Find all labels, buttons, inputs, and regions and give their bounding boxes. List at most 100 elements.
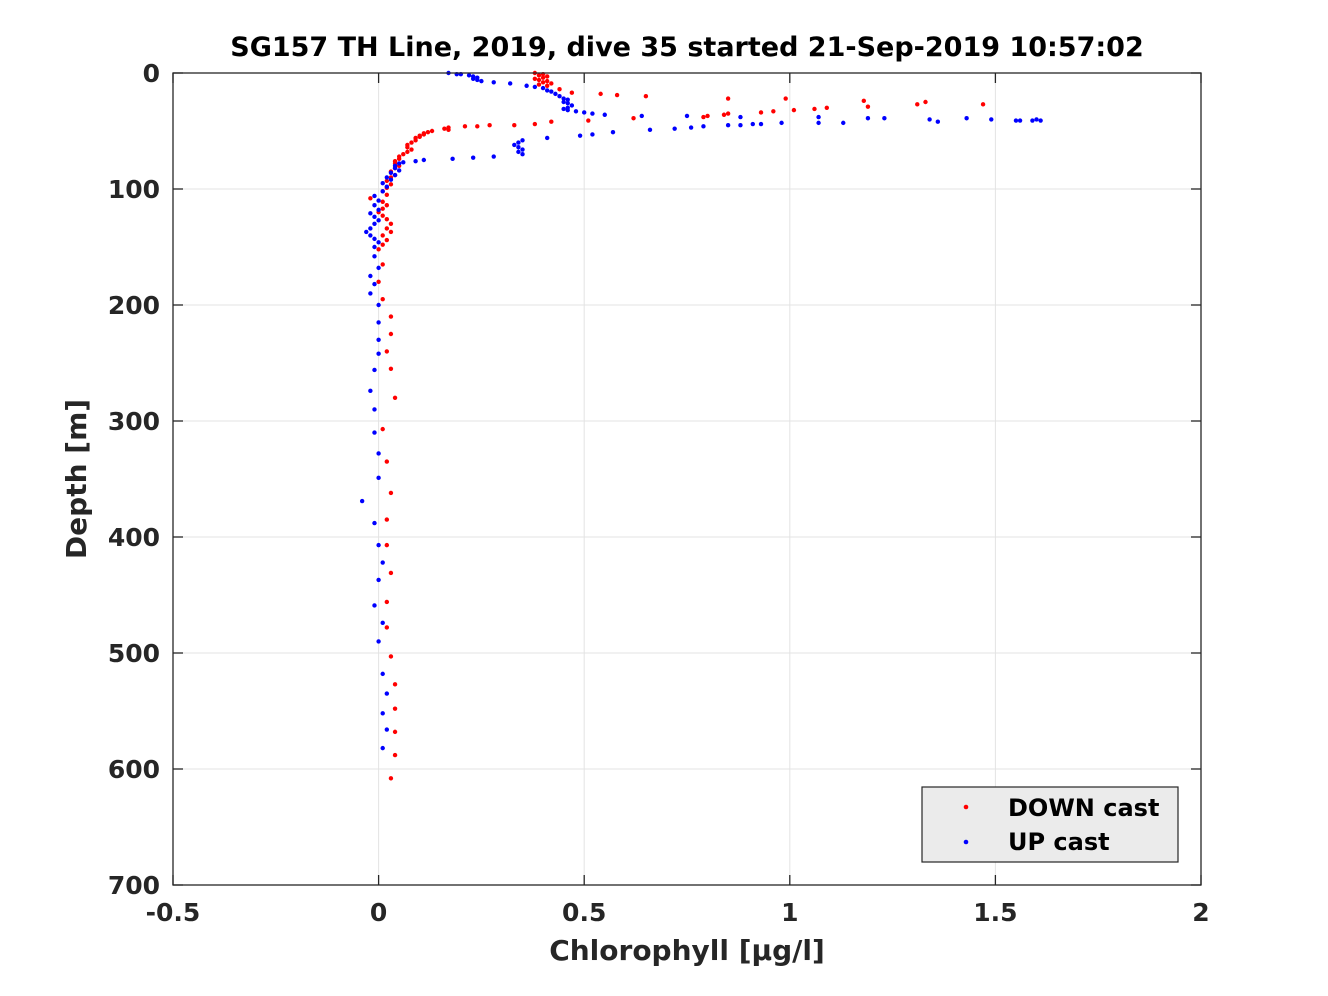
down-cast-point — [631, 116, 636, 121]
plot-area — [173, 73, 1201, 885]
down-cast-point — [388, 570, 394, 576]
up-cast-point — [725, 123, 731, 128]
up-cast-point — [964, 116, 969, 121]
up-cast-point — [372, 407, 377, 412]
down-cast-point — [380, 426, 385, 432]
down-cast-point — [380, 242, 385, 247]
down-cast-point — [725, 111, 731, 116]
down-cast-point — [384, 517, 390, 522]
up-cast-point — [647, 127, 653, 133]
up-cast-point — [516, 140, 521, 145]
up-cast-point — [368, 226, 373, 231]
down-cast-point — [512, 123, 517, 128]
down-cast-point — [417, 134, 422, 139]
x-tick-label: 2 — [1192, 898, 1209, 927]
down-cast-point — [384, 237, 390, 243]
up-cast-point — [491, 154, 496, 159]
down-cast-point — [388, 654, 394, 659]
up-cast-point — [372, 281, 377, 287]
down-cast-point — [388, 182, 394, 187]
up-cast-point — [372, 430, 377, 435]
up-cast-point — [396, 168, 402, 173]
legend-label-down-cast: DOWN cast — [1008, 794, 1159, 822]
down-cast-point — [384, 542, 390, 548]
up-cast-point — [841, 120, 846, 126]
up-cast-point — [450, 156, 455, 162]
down-cast-point — [392, 706, 398, 711]
down-cast-point — [380, 206, 385, 211]
up-cast-point — [512, 142, 517, 148]
up-cast-point — [376, 475, 381, 481]
up-cast-point — [491, 80, 496, 85]
down-cast-point — [368, 196, 373, 201]
down-cast-point — [388, 776, 394, 781]
up-cast-point — [368, 273, 373, 279]
up-cast-point — [684, 113, 690, 119]
down-cast-point — [396, 156, 402, 162]
up-cast-point — [816, 120, 821, 126]
up-cast-point — [520, 152, 525, 157]
up-cast-point — [935, 119, 941, 124]
down-cast-point — [705, 113, 710, 119]
y-tick-label: 700 — [108, 871, 160, 900]
up-cast-point — [470, 76, 476, 82]
down-cast-point — [392, 752, 398, 758]
down-cast-point — [388, 331, 394, 337]
up-cast-point — [421, 157, 427, 163]
down-cast-point — [532, 76, 538, 82]
down-cast-point — [405, 145, 410, 150]
up-cast-point — [376, 320, 381, 325]
x-tick-label: 1.5 — [973, 898, 1017, 927]
up-cast-point — [392, 172, 398, 178]
up-cast-point — [590, 132, 595, 137]
down-cast-point — [701, 114, 706, 120]
up-cast-point — [1017, 118, 1023, 123]
down-cast-point — [791, 107, 797, 113]
down-cast-point — [384, 203, 390, 208]
up-cast-point — [372, 254, 377, 259]
y-tick-label: 200 — [108, 291, 160, 320]
down-cast-point — [540, 80, 546, 85]
up-cast-point — [553, 91, 558, 97]
up-cast-point — [516, 149, 521, 155]
up-cast-point — [750, 121, 755, 127]
down-cast-point — [409, 147, 414, 152]
down-cast-point — [540, 75, 546, 80]
down-cast-point — [487, 123, 492, 128]
y-tick-label: 100 — [108, 175, 160, 204]
up-cast-point — [376, 265, 381, 271]
up-cast-point — [544, 135, 550, 141]
down-cast-point — [413, 138, 418, 143]
y-tick-label: 500 — [108, 639, 160, 668]
up-cast-point — [701, 124, 706, 129]
up-cast-point — [372, 244, 377, 250]
down-cast-point — [725, 96, 731, 101]
up-cast-point — [927, 117, 932, 122]
down-cast-point — [549, 81, 554, 86]
up-cast-point — [532, 84, 538, 90]
down-cast-point — [384, 192, 390, 197]
up-cast-point — [540, 85, 546, 91]
down-cast-point — [824, 105, 830, 111]
up-cast-point — [376, 207, 381, 213]
up-cast-point — [989, 117, 994, 122]
up-cast-point — [738, 114, 743, 120]
down-cast-point — [721, 112, 727, 117]
down-cast-point — [429, 128, 435, 134]
up-cast-point — [610, 129, 616, 135]
up-cast-point — [368, 211, 373, 216]
up-cast-point — [376, 218, 381, 223]
up-cast-point — [602, 112, 607, 117]
up-cast-point — [565, 97, 570, 102]
up-cast-point — [549, 89, 554, 94]
up-cast-point — [639, 113, 644, 119]
up-cast-point — [738, 123, 743, 128]
up-cast-point — [368, 388, 373, 394]
up-cast-point — [396, 161, 402, 166]
legend-box — [921, 786, 1179, 863]
down-cast-point — [549, 119, 554, 124]
chart-title: SG157 TH Line, 2019, dive 35 started 21-… — [230, 32, 1144, 63]
up-cast-point — [372, 203, 377, 208]
down-cast-point — [614, 92, 620, 98]
down-cast-point — [544, 78, 550, 84]
